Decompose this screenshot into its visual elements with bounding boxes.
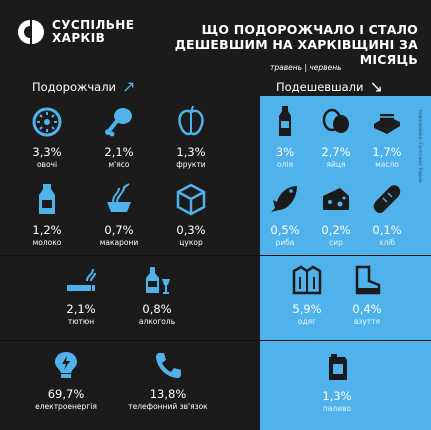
meat-icon bbox=[105, 108, 132, 137]
section-down-label: Подешевшали bbox=[276, 80, 364, 94]
label: овочі bbox=[36, 160, 58, 169]
label: хліб bbox=[379, 238, 395, 247]
item-tobacco: 2,1% тютюн bbox=[50, 265, 112, 326]
fish-icon bbox=[271, 186, 297, 212]
butter-icon bbox=[374, 114, 400, 134]
item-alcohol: 0,8% алкоголь bbox=[126, 265, 188, 326]
cigarette-icon bbox=[67, 268, 96, 291]
value: 2,1% bbox=[104, 145, 134, 159]
value: 3,3% bbox=[32, 145, 62, 159]
arrow-down-right-icon: ↘ bbox=[369, 77, 383, 96]
item-bread: 0,1% хліб bbox=[356, 182, 418, 247]
sugar-cube-icon bbox=[176, 183, 206, 216]
oil-bottle-icon bbox=[279, 106, 291, 136]
value: 0,5% bbox=[270, 223, 300, 237]
brand-mark-icon bbox=[18, 20, 44, 44]
label: одяг bbox=[297, 317, 317, 326]
jacket-icon bbox=[292, 265, 322, 295]
item-shoes: 0,4% взуття bbox=[336, 265, 398, 326]
item-meat: 2,1% м'ясо bbox=[88, 104, 150, 169]
brand-logo: СУСПІЛЬНЕ ХАРКІВ bbox=[16, 18, 134, 46]
label: молоко bbox=[32, 238, 62, 247]
value: 0,4% bbox=[352, 302, 382, 316]
page-title: ЩО ПОДОРОЖЧАЛО І СТАЛО ДЕШЕВШИМ НА ХАРКІ… bbox=[160, 22, 418, 67]
item-cheese: 0,2% сир bbox=[305, 182, 367, 247]
blue-bottom-panel bbox=[260, 340, 431, 430]
label: фрукти bbox=[176, 160, 206, 169]
label: цукор bbox=[179, 238, 203, 247]
fuel-can-icon bbox=[329, 354, 347, 380]
value: 0,1% bbox=[372, 223, 402, 237]
lightbulb-icon bbox=[55, 352, 77, 378]
brand-line1: СУСПІЛЬНЕ bbox=[52, 18, 135, 32]
blue-mid-panel bbox=[260, 255, 431, 340]
dark-mid-panel bbox=[0, 255, 260, 340]
value: 0,8% bbox=[142, 302, 172, 316]
cheese-icon bbox=[323, 188, 349, 210]
label: електроенергія bbox=[35, 402, 97, 411]
label: олія bbox=[277, 160, 293, 169]
side-credit: Інфографіка: Суспільне Харків bbox=[417, 110, 422, 183]
label: м'ясо bbox=[108, 160, 130, 169]
item-pasta: 0,7% макарони bbox=[88, 182, 150, 247]
apple-icon bbox=[178, 105, 204, 136]
label: телефонний зв'язок bbox=[128, 402, 208, 411]
value: 5,9% bbox=[292, 302, 322, 316]
item-clothes: 5,9% одяг bbox=[276, 265, 338, 326]
label: тютюн bbox=[67, 317, 95, 326]
label: взуття bbox=[353, 317, 381, 326]
milk-bottle-icon bbox=[39, 184, 55, 214]
item-milk: 1,2% молоко bbox=[16, 182, 78, 247]
title-line2: ДЕШЕВШИМ НА ХАРКІВЩИНІ ЗА МІСЯЦЬ bbox=[174, 37, 418, 67]
item-fuel: 1,3% паливо bbox=[306, 352, 368, 413]
label: сир bbox=[329, 238, 343, 247]
value: 1,7% bbox=[372, 145, 402, 159]
item-eggs: 2,7% яйця bbox=[305, 104, 367, 169]
value: 0,7% bbox=[104, 223, 134, 237]
phone-icon bbox=[156, 353, 181, 378]
item-fish: 0,5% риба bbox=[254, 182, 316, 247]
item-oil: 3% олія bbox=[254, 104, 316, 169]
value: 2,1% bbox=[66, 302, 96, 316]
label: риба bbox=[275, 238, 295, 247]
item-electricity: 69,7% електроенергія bbox=[30, 350, 102, 411]
title-line1: ЩО ПОДОРОЖЧАЛО І СТАЛО bbox=[201, 22, 418, 37]
section-down-header: Подешевшали ↘ bbox=[276, 77, 383, 96]
period-label: травень | червень bbox=[270, 63, 342, 72]
value: 0,2% bbox=[321, 223, 351, 237]
bread-icon bbox=[373, 185, 401, 214]
alcohol-icon bbox=[146, 267, 170, 294]
brand-line2: ХАРКІВ bbox=[52, 31, 106, 45]
boot-icon bbox=[355, 265, 381, 295]
value: 1,3% bbox=[176, 145, 206, 159]
section-up-header: Подорожчали ↗ bbox=[32, 77, 136, 96]
label: алкоголь bbox=[138, 317, 176, 326]
label: макарони bbox=[99, 238, 139, 247]
value: 0,3% bbox=[176, 223, 206, 237]
item-fruits: 1,3% фрукти bbox=[160, 104, 222, 169]
pasta-icon bbox=[107, 183, 131, 212]
label: масло bbox=[375, 160, 399, 169]
item-sugar: 0,3% цукор bbox=[160, 182, 222, 247]
label: яйця bbox=[326, 160, 346, 169]
item-telephone: 13,8% телефонний зв'язок bbox=[120, 350, 216, 411]
item-butter: 1,7% масло bbox=[356, 104, 418, 169]
eggs-icon bbox=[322, 108, 349, 133]
divider bbox=[0, 340, 431, 341]
value: 2,7% bbox=[321, 145, 351, 159]
vegetable-icon bbox=[32, 107, 62, 137]
label: паливо bbox=[322, 404, 352, 413]
arrow-up-right-icon: ↗ bbox=[122, 77, 136, 96]
value: 1,3% bbox=[322, 389, 352, 403]
value: 13,8% bbox=[149, 387, 187, 401]
value: 3% bbox=[275, 145, 295, 159]
section-up-label: Подорожчали bbox=[32, 80, 117, 94]
value: 1,2% bbox=[32, 223, 62, 237]
dark-bottom-panel bbox=[0, 340, 260, 430]
item-vegetables: 3,3% овочі bbox=[16, 104, 78, 169]
value: 69,7% bbox=[47, 387, 85, 401]
divider bbox=[0, 255, 431, 256]
